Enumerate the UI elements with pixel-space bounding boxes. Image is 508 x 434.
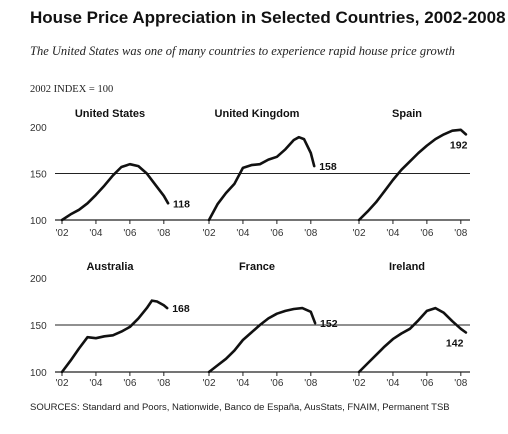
source-note: SOURCES: Standard and Poors, Nationwide,… — [30, 402, 450, 413]
end-value-label: 168 — [172, 303, 190, 315]
chart-subtitle: The United States was one of many countr… — [30, 44, 455, 58]
panel-title: United States — [75, 108, 145, 120]
panel-united-kingdom: United Kingdom '02 '04 '06 '08 158 — [202, 108, 336, 239]
x-tick-label: '06 — [270, 228, 283, 239]
x-tick-label: '02 — [55, 378, 68, 389]
x-tick-label: '06 — [420, 378, 433, 389]
x-tick-label: '04 — [236, 228, 249, 239]
end-value-label: 142 — [446, 338, 464, 350]
series-line — [357, 128, 468, 222]
x-tick-label: '06 — [123, 378, 136, 389]
series-line — [357, 306, 468, 374]
x-tick-label: '02 — [55, 228, 68, 239]
index-label: 2002 INDEX = 100 — [30, 84, 113, 95]
x-tick-label: '08 — [157, 228, 170, 239]
panel-title: Ireland — [389, 261, 425, 273]
y-tick-label: 150 — [30, 170, 47, 181]
end-value-label: 158 — [319, 161, 337, 173]
series-line — [60, 162, 170, 222]
panel-france: France '02 '04 '06 '08 152 — [202, 261, 337, 389]
panel-title: United Kingdom — [215, 108, 300, 120]
x-tick-label: '06 — [420, 228, 433, 239]
end-value-label: 152 — [320, 318, 338, 330]
panel-title: Australia — [86, 261, 134, 273]
y-tick-label: 200 — [30, 274, 47, 285]
x-tick-label: '02 — [202, 228, 215, 239]
panels: 100 150 200 100 150 200 United States '02 '04 '06… — [30, 108, 470, 389]
series-line — [207, 135, 316, 222]
panel-australia: Australia '02 '04 '06 '08 168 — [55, 261, 189, 389]
y-tick-label: 150 — [30, 321, 47, 332]
x-tick-label: '08 — [304, 228, 317, 239]
x-tick-label: '08 — [304, 378, 317, 389]
chart-title: House Price Appreciation in Selected Cou… — [30, 8, 506, 27]
x-tick-label: '08 — [454, 378, 467, 389]
end-value-label: 192 — [450, 139, 468, 151]
x-tick-label: '06 — [123, 228, 136, 239]
x-tick-label: '06 — [270, 378, 283, 389]
x-tick-label: '04 — [236, 378, 249, 389]
end-value-label: 118 — [173, 198, 190, 210]
panel-title: Spain — [392, 108, 422, 120]
panel-spain: Spain '02 '04 '06 '08 192 — [352, 108, 467, 239]
series-line — [207, 306, 317, 374]
panel-title: France — [239, 261, 275, 273]
x-tick-label: '02 — [352, 378, 365, 389]
y-tick-label: 100 — [30, 216, 47, 227]
x-tick-label: '04 — [386, 228, 399, 239]
x-tick-label: '02 — [202, 378, 215, 389]
x-tick-label: '04 — [89, 228, 102, 239]
x-tick-label: '04 — [386, 378, 399, 389]
x-tick-label: '08 — [157, 378, 170, 389]
panel-united-states: United States '02 '04 '06 '08 118 — [55, 108, 190, 239]
y-tick-label: 200 — [30, 123, 47, 134]
x-tick-label: '02 — [352, 228, 365, 239]
series-line — [60, 299, 169, 374]
y-tick-label: 100 — [30, 368, 47, 379]
x-tick-label: '08 — [454, 228, 467, 239]
panel-ireland: Ireland '02 '04 '06 '08 142 — [352, 261, 467, 389]
x-tick-label: '04 — [89, 378, 102, 389]
